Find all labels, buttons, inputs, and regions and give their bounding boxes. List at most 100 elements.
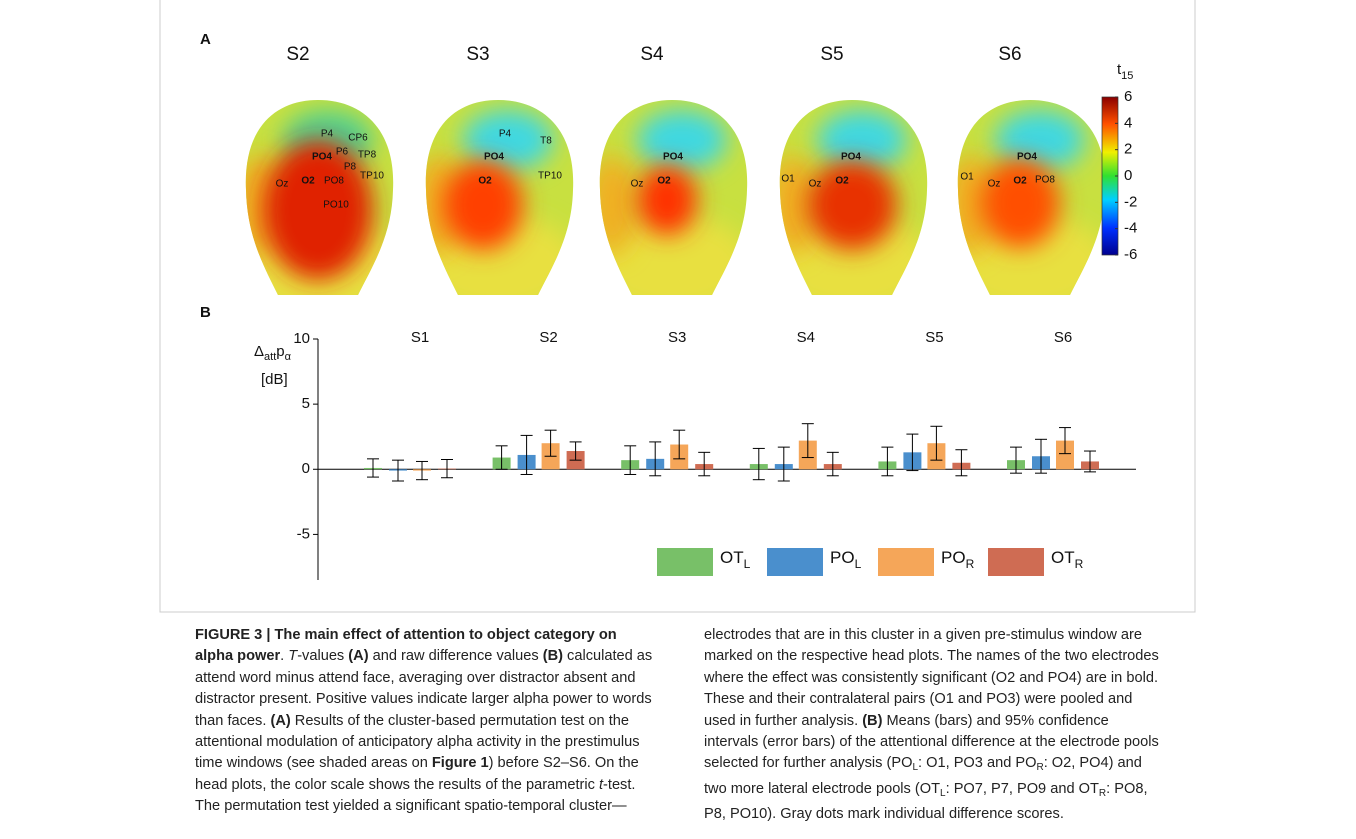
electrode-label: Oz [809,179,822,190]
colorbar-tick-label: 6 [1124,88,1132,105]
caption-run: (B) [862,713,882,729]
colorbar-title-sub: 15 [1121,70,1133,82]
legend-sub: R [1075,557,1084,571]
legend-swatch [657,548,713,576]
caption-run: : O1, PO3 and PO [918,755,1036,771]
electrode-label: P4 [499,129,512,140]
legend-label: POR [941,548,975,571]
colorbar-tick-label: 2 [1124,141,1132,158]
legend-label: POL [830,548,862,571]
y-tick-label: -5 [297,525,310,542]
figure-frame [160,0,1195,612]
caption-run: (B) [543,648,563,664]
figure-caption: FIGURE 3 | The main effect of attention … [195,625,1167,826]
electrode-label: PO8 [324,176,344,187]
electrode-label: P6 [336,147,349,158]
group-title: S5 [925,329,943,346]
colorbar-tick-label: 4 [1124,114,1132,131]
electrode-label: PO4 [1017,152,1037,163]
electrode-label: O2 [657,176,671,187]
head-title: S2 [286,44,309,65]
electrode-label: PO10 [323,200,349,211]
panel-label: B [200,304,211,321]
legend-label: OTR [1051,548,1084,571]
caption-run: (A) [270,713,290,729]
y-tick-label: 10 [293,330,310,347]
electrode-label: PO4 [663,152,683,163]
head-surface [767,95,932,315]
electrode-label: TP10 [538,171,562,182]
legend-sub: R [966,557,975,571]
legend-label: OTL [720,548,751,571]
head-region [817,110,907,170]
legend-name: PO [830,548,855,567]
electrode-label: Oz [988,179,1001,190]
electrode-label: P8 [344,162,357,173]
electrode-label: O1 [960,172,974,183]
legend-swatch [767,548,823,576]
head-plot [233,95,398,315]
caption-run: and raw difference values [369,648,543,664]
head-surface [233,95,398,315]
legend-name: PO [941,548,966,567]
error-bar [441,460,453,478]
legend-sub: L [855,557,862,571]
legend-name: OT [720,548,744,567]
head-region [443,160,523,250]
error-bar [649,442,661,476]
electrode-label: TP8 [358,150,377,161]
head-surface [413,95,578,315]
head-title: S6 [998,44,1021,65]
colorbar-tick-label: 0 [1124,167,1132,184]
head-title: S4 [640,44,664,65]
electrode-label: P4 [321,129,334,140]
head-region [587,155,637,255]
group-title: S4 [797,329,815,346]
colorbar-tick-label: -4 [1124,220,1137,237]
electrode-label: O1 [781,174,795,185]
electrode-label: PO4 [312,152,332,163]
legend-swatch [988,548,1044,576]
head-region [807,160,897,250]
group-title: S3 [668,329,686,346]
colorbar-title: t15 [1117,61,1133,82]
head-plot [945,95,1110,315]
page: { "panel_a": { "label": "A", "heads": [ … [0,0,1356,839]
head-plot [587,95,752,315]
group-title: S6 [1054,329,1072,346]
group-title: S2 [539,329,557,346]
legend-swatch [878,548,934,576]
electrode-label: PO4 [484,152,504,163]
y-axis-label: Δattpα [254,343,292,363]
electrode-label: O2 [835,176,849,187]
electrode-label: O2 [478,176,492,187]
legend-name: OT [1051,548,1075,567]
caption-run: R [1036,762,1043,773]
caption-run: -values [297,648,348,664]
head-plot [767,95,932,315]
y-tick-label: 5 [302,395,310,412]
head-title: S3 [466,44,489,65]
caption-run: T [288,648,297,664]
electrode-label: T8 [540,136,552,147]
y-label-part: α [285,351,292,363]
electrode-label: O2 [301,176,315,187]
electrode-label: CP6 [348,133,368,144]
panel-label: A [200,31,211,48]
electrode-label: Oz [631,179,644,190]
y-label-part: p [276,343,284,360]
caption-run: : PO7, P7, PO9 and OT [946,781,1099,797]
electrode-label: PO8 [1035,175,1055,186]
y-axis-unit: [dB] [261,371,288,388]
electrode-label: TP10 [360,171,384,182]
caption-run: Figure 1 [432,755,489,771]
head-plots: S2 P4 CP6 P6 TP8 PO4 P8 Oz O2 PO8 TP10 PO10 S3 P4 T8 PO… [233,44,1110,315]
y-label-part: Δ [254,343,264,360]
electrode-label: PO4 [841,152,861,163]
head-plot [413,95,578,315]
y-label-part: att [264,351,276,363]
caption-run: (A) [348,648,368,664]
electrode-label: O2 [1013,176,1027,187]
